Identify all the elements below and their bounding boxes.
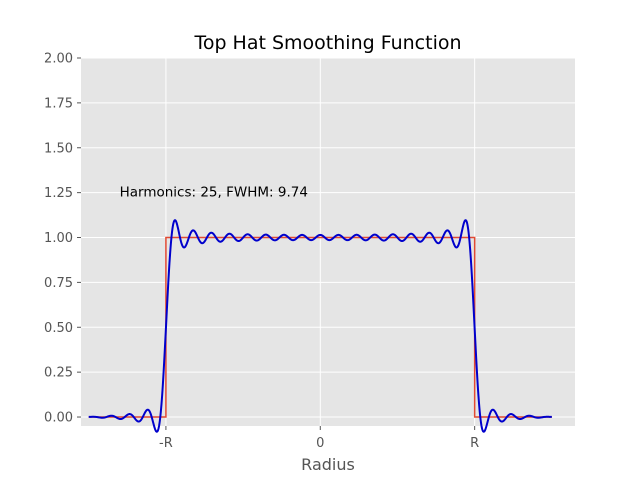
x-axis-label: Radius [301,455,355,474]
x-axis-ticks: -R 0 R [159,426,479,451]
y-tick-label: 0.25 [44,366,73,381]
y-tick-label: 1.50 [44,141,73,156]
series-layer [88,219,553,433]
y-tick-label: 0.75 [44,276,73,291]
y-tick-label: 1.75 [44,96,73,111]
plot-background [81,58,575,426]
top-hat-series [88,236,552,418]
y-tick-label: 2.00 [44,52,73,67]
x-tick-label: -R [159,436,173,451]
x-tick-label: R [470,436,479,451]
y-axis-ticks: 0.00 0.25 0.50 0.75 1.00 1.25 1.50 1.75 2.00 [44,52,81,426]
x-tick-label: 0 [316,436,324,451]
y-tick-label: 1.00 [44,231,73,246]
fourier-series [88,219,553,433]
chart-title: Top Hat Smoothing Function [193,32,461,54]
harmonics-annotation: Harmonics: 25, FWHM: 9.74 [120,185,308,201]
y-tick-label: 0.50 [44,321,73,336]
y-tick-label: 1.25 [44,186,73,201]
y-tick-label: 0.00 [44,411,73,426]
